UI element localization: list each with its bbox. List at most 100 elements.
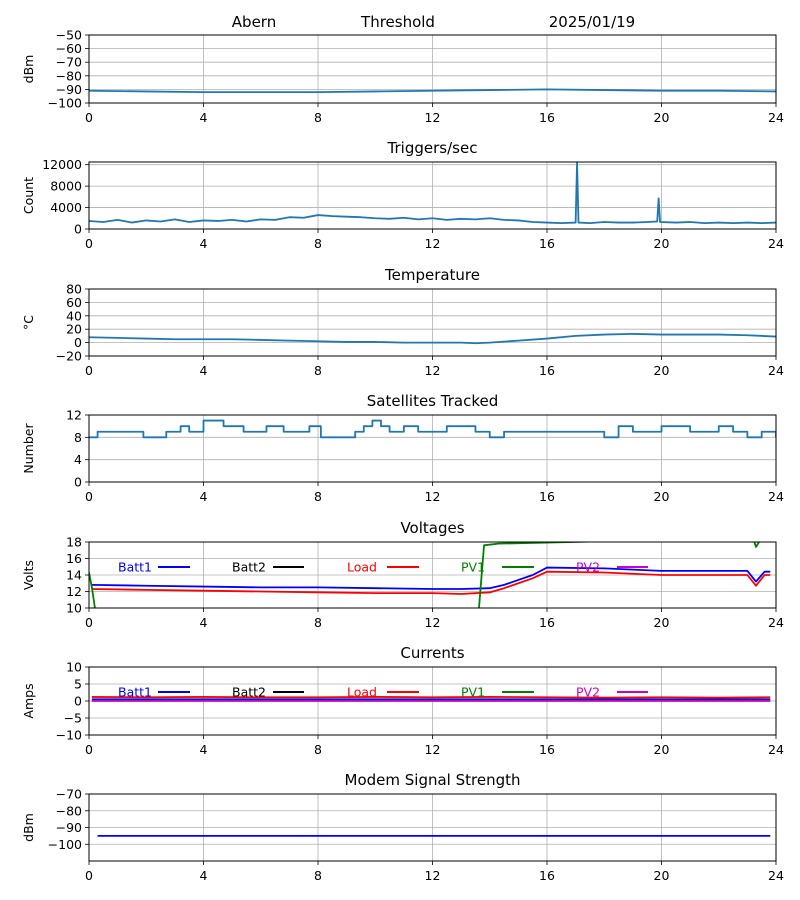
y-tick-label: 16 <box>66 551 82 566</box>
x-tick-label: 20 <box>654 615 670 630</box>
x-tick-label: 12 <box>425 615 441 630</box>
station-name: Abern <box>232 13 276 31</box>
y-tick-label: −50 <box>56 28 82 43</box>
series-group <box>89 542 771 608</box>
y-tick-label: −80 <box>56 803 82 818</box>
y-tick-label: −10 <box>56 728 82 743</box>
x-tick-label: 16 <box>539 236 555 251</box>
x-tick-label: 16 <box>539 868 555 883</box>
y-tick-label: 10 <box>66 601 82 616</box>
y-tick-label: 8 <box>74 430 82 445</box>
x-tick-label: 8 <box>314 110 322 125</box>
x-tick-label: 4 <box>200 363 208 378</box>
x-tick-label: 8 <box>314 363 322 378</box>
y-tick-label: 60 <box>66 295 82 310</box>
x-tick-label: 0 <box>85 615 93 630</box>
y-tick-label: −70 <box>56 55 82 70</box>
y-tick-label: 12 <box>66 408 82 423</box>
x-tick-label: 20 <box>654 363 670 378</box>
x-tick-label: 24 <box>768 489 784 504</box>
legend-label-batt2: Batt2 <box>232 685 266 700</box>
x-tick-label: 8 <box>314 236 322 251</box>
panel-title: Modem Signal Strength <box>345 771 521 789</box>
x-tick-label: 8 <box>314 615 322 630</box>
x-tick-label: 4 <box>200 868 208 883</box>
legend-label-batt2: Batt2 <box>232 560 266 575</box>
series-line-load <box>91 570 771 595</box>
y-tick-label: 4000 <box>50 200 82 215</box>
series-group <box>89 419 776 439</box>
x-tick-label: 0 <box>85 742 93 757</box>
x-tick-label: 0 <box>85 489 93 504</box>
x-tick-label: 24 <box>768 868 784 883</box>
y-tick-label: −60 <box>56 41 82 56</box>
y-axis-label: °C <box>21 315 36 330</box>
y-tick-label: −90 <box>56 82 82 97</box>
legend-label-pv2: PV2 <box>576 560 600 575</box>
series-line-batt1 <box>91 566 771 590</box>
x-tick-label: 0 <box>85 110 93 125</box>
legend-label-batt1: Batt1 <box>118 685 152 700</box>
x-tick-label: 12 <box>425 489 441 504</box>
panel-title: Voltages <box>400 519 464 537</box>
panel-title: Triggers/sec <box>387 139 478 157</box>
x-tick-label: 16 <box>539 363 555 378</box>
mode-label: Threshold <box>360 13 435 31</box>
legend-label-batt1: Batt1 <box>118 560 152 575</box>
y-tick-label: −70 <box>56 787 82 802</box>
y-axis-label: Volts <box>21 560 36 590</box>
x-tick-label: 12 <box>425 742 441 757</box>
panel-satellites: 0 4 8 12 16 20 24 0 4 8 12 Number Satellites Tracked <box>21 392 784 504</box>
y-axis-label: dBm <box>21 55 36 84</box>
y-tick-label: 10 <box>66 660 82 675</box>
series-line-load <box>91 696 771 699</box>
series-group <box>89 162 776 224</box>
x-tick-label: 24 <box>768 110 784 125</box>
panel-title: Temperature <box>384 266 480 284</box>
x-tick-label: 24 <box>768 236 784 251</box>
y-axis-label: dBm <box>21 813 36 842</box>
legend-label-pv1: PV1 <box>461 560 485 575</box>
panel-modem: 0 4 8 12 16 20 24 −100 −90 −80−70 dBm Modem Signal … <box>21 771 784 883</box>
series-line-pv1 <box>89 542 761 608</box>
y-tick-label: 0 <box>74 335 82 350</box>
y-tick-label: 20 <box>66 322 82 337</box>
series-line-0 <box>89 332 776 345</box>
x-tick-label: 20 <box>654 489 670 504</box>
x-tick-label: 4 <box>200 236 208 251</box>
series-line-0 <box>89 419 776 439</box>
y-tick-label: −100 <box>48 837 82 852</box>
series-group <box>91 696 771 702</box>
y-tick-label: 0 <box>74 694 82 709</box>
panel-triggers: 0 4 8 12 16 20 24 0 4000 8000 12000 Count Triggers/s… <box>21 139 784 251</box>
y-tick-label: 12000 <box>42 157 82 172</box>
y-axis-label: Number <box>21 423 36 474</box>
legend-label-pv1: PV1 <box>461 685 485 700</box>
legend-label-pv2: PV2 <box>576 685 600 700</box>
report-date: 2025/01/19 <box>549 13 635 31</box>
y-tick-label: 14 <box>66 568 82 583</box>
panel-title: Satellites Tracked <box>367 392 498 410</box>
series-group <box>89 332 776 345</box>
x-tick-label: 12 <box>425 110 441 125</box>
x-tick-label: 4 <box>200 615 208 630</box>
x-tick-label: 20 <box>654 236 670 251</box>
y-tick-label: −80 <box>56 68 82 83</box>
panel-currents: 0 4 8 12 16 20 24 −10 −5 0 5 10 Amps Currents Batt1 Bat… <box>21 644 784 757</box>
y-tick-label: −100 <box>48 96 82 111</box>
series-group <box>89 88 776 94</box>
x-tick-label: 12 <box>425 868 441 883</box>
series-line-0 <box>89 88 776 94</box>
legend-label-load: Load <box>347 685 377 700</box>
x-tick-label: 0 <box>85 236 93 251</box>
x-tick-label: 24 <box>768 615 784 630</box>
y-tick-label: 5 <box>74 677 82 692</box>
x-tick-label: 0 <box>85 363 93 378</box>
x-tick-label: 24 <box>768 363 784 378</box>
y-tick-label: 0 <box>74 222 82 237</box>
y-tick-label: 8000 <box>50 179 82 194</box>
y-tick-label: 18 <box>66 535 82 550</box>
